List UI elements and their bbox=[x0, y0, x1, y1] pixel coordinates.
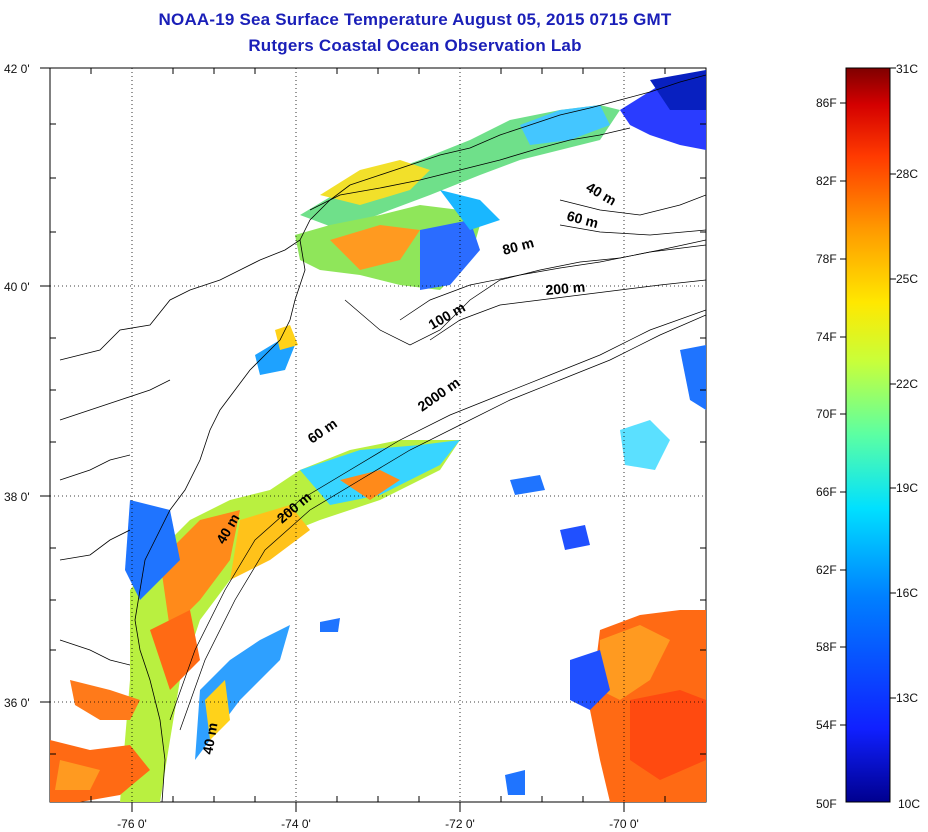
lon-tick-label: -76 0' bbox=[117, 817, 147, 831]
colorbar-label-f: 62F bbox=[816, 563, 837, 577]
contour-label-60m: 60 m bbox=[565, 207, 600, 231]
sst-map: 40 m 60 m 80 m 200 m 100 m 2000 m 60 m 2… bbox=[50, 68, 706, 802]
lon-tick-label: -72 0' bbox=[445, 817, 475, 831]
colorbar-label-f: 86F bbox=[816, 96, 837, 110]
colorbar-label-c: 28C bbox=[896, 167, 918, 181]
colorbar-label-c: 31C bbox=[896, 62, 918, 76]
contour-label-40m-south: 40 m bbox=[199, 721, 220, 755]
lat-axis: 42 0' 40 0' 38 0' 36 0' bbox=[4, 62, 30, 710]
frame-ticks bbox=[40, 67, 706, 812]
lat-tick-label: 38 0' bbox=[4, 490, 30, 504]
lat-tick-label: 42 0' bbox=[4, 62, 30, 76]
colorbar-label-c: 25C bbox=[896, 272, 918, 286]
colorbar-label-c: 22C bbox=[896, 377, 918, 391]
map-subtitle: Rutgers Coastal Ocean Observation Lab bbox=[248, 36, 582, 55]
lat-tick-label: 36 0' bbox=[4, 696, 30, 710]
colorbar: 86F 82F 78F 74F 70F 66F 62F 58F 54F 50F … bbox=[816, 62, 920, 811]
colorbar-label-f: 50F bbox=[816, 797, 837, 811]
contour-label-200m: 200 m bbox=[545, 279, 586, 298]
contour-label-80m: 80 m bbox=[501, 234, 536, 258]
colorbar-label-f: 70F bbox=[816, 407, 837, 421]
colorbar-gradient bbox=[845, 67, 891, 803]
lon-tick-label: -70 0' bbox=[609, 817, 639, 831]
coastline bbox=[59, 74, 706, 802]
map-title: NOAA-19 Sea Surface Temperature August 0… bbox=[158, 10, 672, 29]
graticule bbox=[50, 68, 706, 802]
lat-tick-label: 40 0' bbox=[4, 280, 30, 294]
colorbar-label-f: 58F bbox=[816, 640, 837, 654]
colorbar-label-c: 10C bbox=[898, 797, 920, 811]
sst-patches bbox=[50, 70, 706, 802]
colorbar-label-f: 66F bbox=[816, 485, 837, 499]
colorbar-label-f: 54F bbox=[816, 718, 837, 732]
colorbar-label-f: 74F bbox=[816, 330, 837, 344]
lon-axis: -76 0' -74 0' -72 0' -70 0' bbox=[117, 817, 639, 831]
colorbar-label-c: 19C bbox=[896, 481, 918, 495]
colorbar-label-f: 78F bbox=[816, 252, 837, 266]
isobaths bbox=[169, 194, 706, 731]
lon-tick-label: -74 0' bbox=[281, 817, 311, 831]
colorbar-label-c: 13C bbox=[896, 691, 918, 705]
colorbar-label-f: 82F bbox=[816, 174, 837, 188]
colorbar-label-c: 16C bbox=[896, 586, 918, 600]
